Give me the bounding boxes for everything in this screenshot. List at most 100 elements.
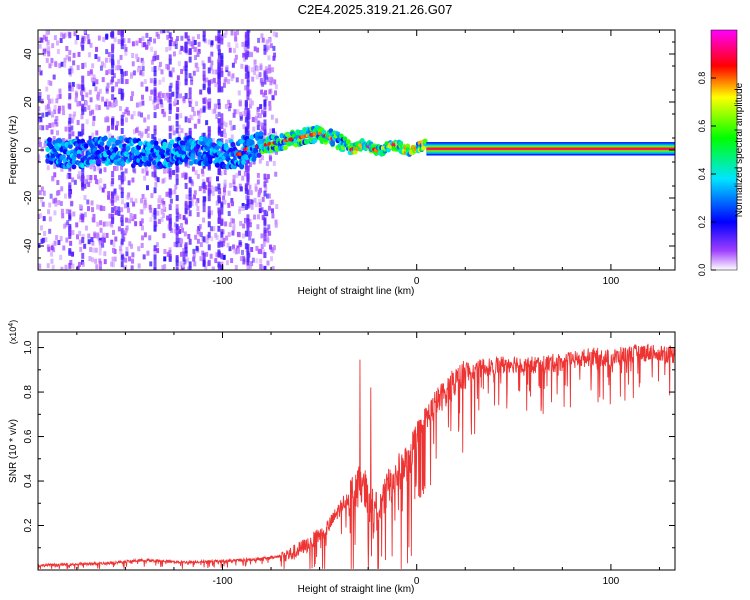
noise-speck: [122, 266, 126, 270]
noise-speck: [177, 124, 181, 130]
noise-streak: [184, 32, 188, 39]
noise-speck: [182, 256, 186, 262]
noise-speck: [180, 128, 184, 134]
noise-speck: [139, 70, 143, 76]
noise-speck: [179, 93, 183, 99]
noise-speck: [260, 155, 264, 161]
noise-speck: [248, 235, 252, 241]
noise-streak: [263, 44, 267, 51]
noise-speck: [261, 81, 265, 87]
noise-speck: [227, 202, 231, 208]
noise-streak: [175, 224, 179, 231]
noise-speck: [168, 249, 172, 255]
noise-speck: [173, 189, 177, 195]
noise-speck: [251, 257, 255, 263]
noise-speck: [192, 252, 196, 258]
noise-speck: [228, 222, 232, 228]
noise-speck: [118, 184, 122, 190]
noise-speck: [250, 67, 254, 73]
noise-speck: [69, 259, 73, 265]
noise-speck: [197, 41, 201, 47]
noise-speck: [168, 115, 172, 121]
noise-streak: [168, 32, 172, 39]
noise-streak: [68, 85, 72, 92]
noise-speck: [99, 65, 103, 71]
noise-speck: [249, 190, 253, 196]
noise-streak: [153, 93, 157, 100]
noise-streak: [120, 93, 124, 100]
noise-streak: [263, 70, 267, 77]
noise-speck: [259, 249, 263, 255]
noise-streak: [175, 208, 179, 215]
noise-speck: [235, 172, 239, 178]
noise-speck: [53, 163, 57, 169]
noise-streak: [188, 131, 192, 138]
noise-speck: [38, 155, 41, 161]
noise-streak: [81, 252, 85, 259]
noise-speck: [215, 200, 219, 206]
noise-speck: [242, 111, 246, 117]
noise-speck: [185, 257, 189, 263]
noise-speck: [271, 128, 275, 134]
noise-speck: [63, 223, 67, 229]
y-tick-label: -40: [23, 238, 34, 253]
noise-speck: [214, 82, 218, 88]
x-tick-label: 0: [414, 576, 420, 587]
noise-streak: [168, 96, 172, 103]
noise-streak: [244, 203, 248, 210]
noise-streak: [175, 260, 179, 267]
noise-speck: [70, 86, 74, 92]
noise-speck: [94, 247, 98, 253]
noise-streak: [202, 98, 206, 105]
noise-speck: [223, 32, 227, 38]
carrier-blob: [95, 158, 101, 165]
noise-speck: [190, 76, 194, 82]
noise-streak: [111, 86, 115, 93]
noise-speck: [165, 191, 169, 197]
noise-speck: [120, 165, 124, 171]
noise-speck: [228, 47, 232, 53]
noise-speck: [264, 95, 268, 101]
noise-speck: [131, 91, 135, 97]
noise-speck: [74, 39, 78, 45]
noise-speck: [217, 118, 221, 124]
noise-streak: [168, 204, 172, 211]
noise-speck: [58, 88, 62, 94]
noise-speck: [196, 67, 200, 73]
noise-speck: [161, 198, 165, 204]
noise-speck: [97, 56, 101, 62]
noise-streak: [81, 37, 85, 44]
noise-streak: [217, 103, 221, 110]
noise-speck: [227, 99, 231, 105]
noise-speck: [122, 111, 126, 117]
noise-speck: [257, 192, 261, 198]
noise-speck: [141, 235, 145, 241]
noise-speck: [63, 57, 67, 63]
noise-speck: [48, 63, 52, 69]
noise-speck: [156, 103, 160, 109]
noise-speck: [60, 186, 64, 192]
noise-streak: [217, 195, 221, 202]
noise-speck: [92, 115, 96, 121]
noise-streak: [168, 254, 172, 261]
noise-speck: [91, 247, 95, 253]
noise-speck: [149, 207, 153, 213]
noise-speck: [96, 221, 100, 227]
noise-speck: [183, 46, 187, 52]
noise-speck: [50, 111, 54, 117]
noise-speck: [225, 65, 229, 71]
noise-streak: [120, 88, 124, 95]
noise-speck: [204, 104, 208, 110]
noise-speck: [124, 79, 128, 85]
noise-speck: [162, 201, 166, 207]
noise-streak: [153, 165, 157, 172]
noise-speck: [114, 236, 118, 242]
noise-speck: [258, 72, 262, 78]
noise-speck: [229, 120, 233, 126]
noise-speck: [71, 263, 75, 269]
noise-speck: [270, 256, 274, 262]
noise-speck: [121, 199, 125, 205]
noise-speck: [176, 75, 180, 81]
noise-speck: [102, 36, 106, 42]
carrier-blob: [218, 141, 224, 147]
